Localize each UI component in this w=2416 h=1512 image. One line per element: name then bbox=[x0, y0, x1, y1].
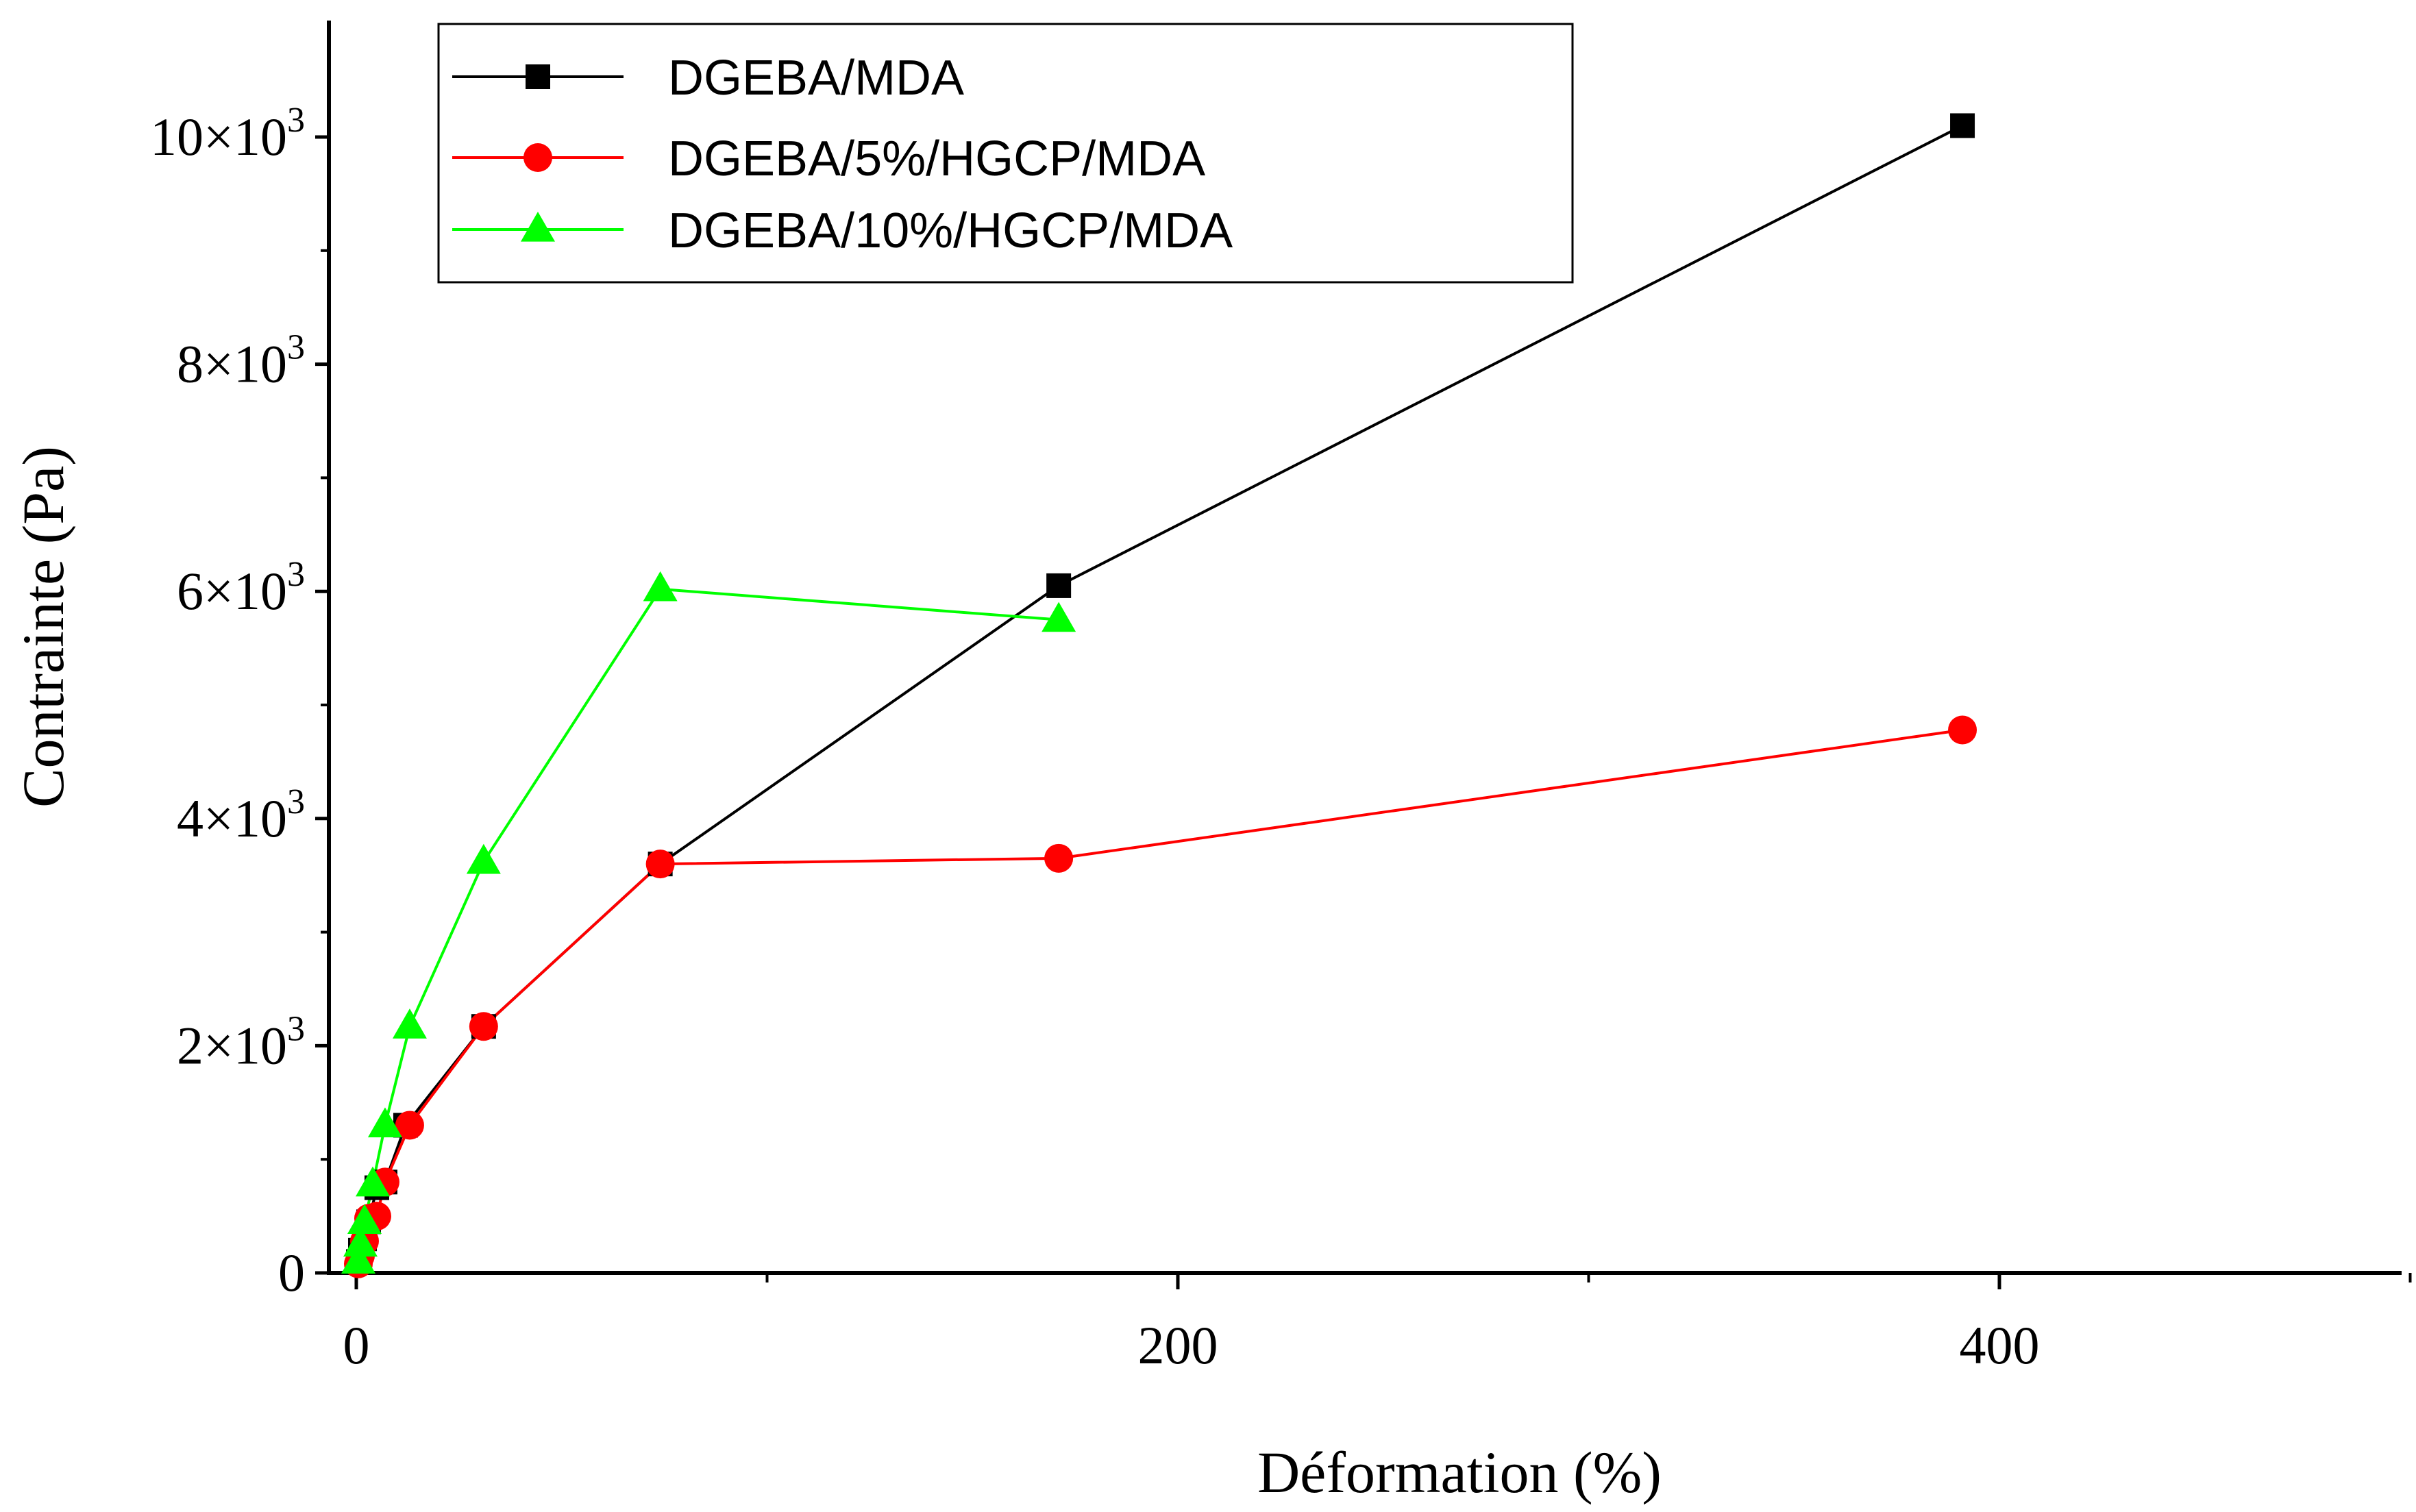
axes bbox=[327, 21, 2402, 1275]
x-tick-label-0: 0 bbox=[343, 1315, 370, 1375]
data-point-s0-10 bbox=[1950, 113, 1975, 138]
legend-box bbox=[437, 23, 1574, 284]
data-point-s1-6 bbox=[395, 1111, 424, 1140]
y-tick-label-6000: 6×103 bbox=[177, 555, 305, 621]
legend-label-0: DGEBA/MDA bbox=[668, 51, 964, 106]
data-point-s1-7 bbox=[469, 1012, 498, 1041]
y-tick-label-10000: 10×103 bbox=[150, 101, 305, 166]
series-line-1 bbox=[357, 728, 1963, 1265]
series-line-0 bbox=[357, 124, 1963, 1262]
data-point-s1-10 bbox=[1948, 715, 1977, 745]
series-markers bbox=[341, 113, 1977, 1278]
legend-marker-0 bbox=[526, 64, 550, 89]
data-point-s2-8 bbox=[1041, 602, 1076, 632]
y-tick-label-4000: 4×103 bbox=[177, 782, 305, 848]
data-point-s2-6 bbox=[466, 843, 501, 874]
tick-labels: 0 200 400 0 2×103 4×103 6×103 8×103 10×103 bbox=[150, 101, 2040, 1375]
data-point-s2-2 bbox=[347, 1204, 382, 1235]
y-tick-label-0: 0 bbox=[278, 1243, 305, 1302]
x-tick-label-200: 200 bbox=[1138, 1315, 1218, 1375]
y-tick-label-8000: 8×103 bbox=[177, 328, 305, 394]
legend-label-2: DGEBA/10%/HGCP/MDA bbox=[668, 203, 1233, 258]
x-tick-label-400: 400 bbox=[1960, 1315, 2040, 1375]
series-line-2 bbox=[357, 587, 1059, 1262]
data-point-s2-3 bbox=[355, 1166, 390, 1197]
data-point-s0-9 bbox=[1046, 573, 1072, 598]
legend-label-1: DGEBA/5%/HGCP/MDA bbox=[668, 132, 1205, 186]
data-point-s2-1 bbox=[343, 1226, 378, 1257]
legend-marker-2 bbox=[521, 211, 555, 242]
series-lines bbox=[357, 124, 1963, 1265]
data-point-s2-4 bbox=[367, 1107, 402, 1138]
legend: DGEBA/MDA DGEBA/5%/HGCP/MDA DGEBA/10%/HGCP… bbox=[437, 23, 1574, 284]
data-point-s2-7 bbox=[643, 571, 678, 602]
x-axis-title: Déformation (%) bbox=[1257, 1439, 1662, 1505]
ticks bbox=[315, 135, 2412, 1289]
y-axis-title: Contrainte (Pa) bbox=[10, 446, 76, 808]
legend-entries: DGEBA/MDA DGEBA/5%/HGCP/MDA DGEBA/10%/HGCP… bbox=[452, 51, 1233, 258]
data-point-s1-9 bbox=[1044, 843, 1074, 873]
y-tick-label-2000: 2×103 bbox=[177, 1009, 305, 1075]
data-point-s2-0 bbox=[341, 1243, 375, 1274]
data-point-s1-8 bbox=[645, 850, 675, 879]
legend-marker-1 bbox=[523, 143, 552, 172]
data-point-s2-5 bbox=[392, 1008, 427, 1039]
